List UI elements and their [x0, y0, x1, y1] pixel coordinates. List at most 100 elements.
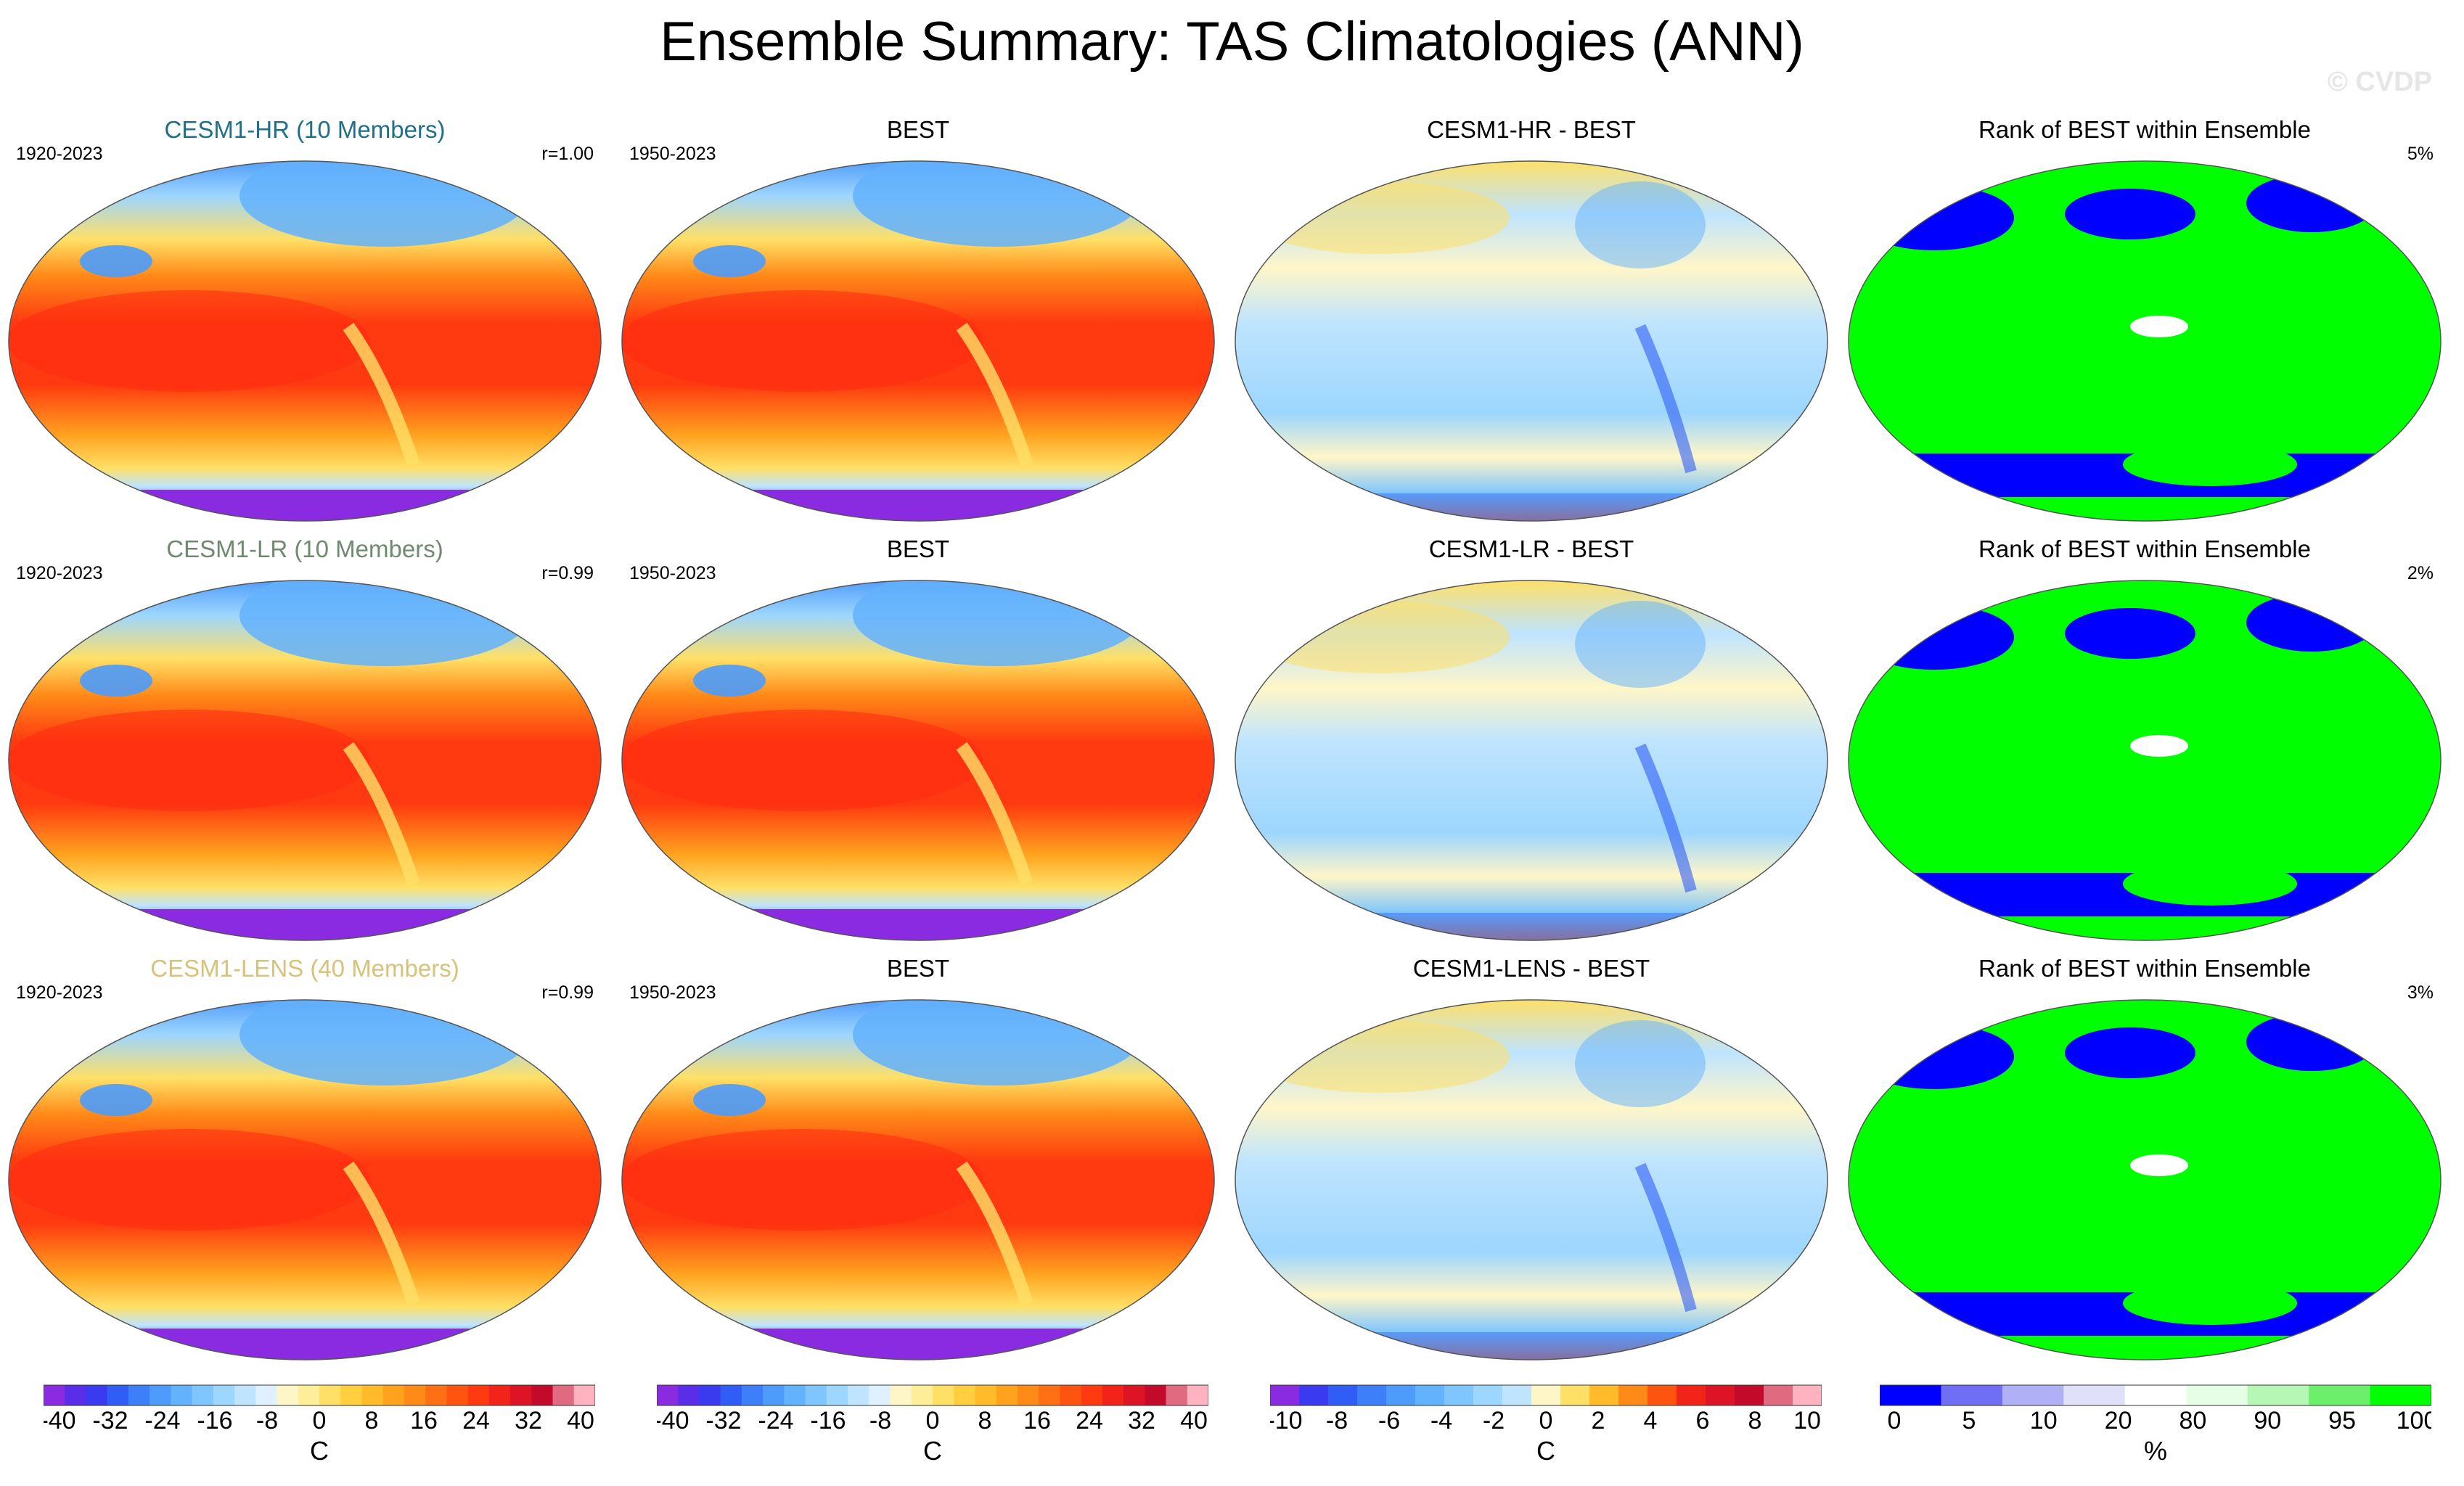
- panel-title: CESM1-HR - BEST: [1427, 116, 1636, 143]
- map-panel-diff: CESM1-LR - BEST: [1234, 535, 1829, 942]
- colorbar-swatch: [86, 1385, 108, 1405]
- colorbar-swatch: [1166, 1385, 1188, 1405]
- colorbar-swatch: [319, 1385, 341, 1405]
- colorbar-tick-label: -40: [657, 1407, 689, 1433]
- panel-title: CESM1-HR (10 Members): [164, 116, 446, 143]
- colorbar-swatch: [1764, 1385, 1793, 1405]
- colorbar-swatch: [911, 1385, 933, 1405]
- colorbar-tick-label: 6: [1696, 1407, 1710, 1433]
- map-panel-rank: Rank of BEST within Ensemble 2%: [1847, 535, 2442, 942]
- world-map: [1235, 580, 1828, 941]
- panel-title: Rank of BEST within Ensemble: [1978, 535, 2311, 562]
- world-map: [621, 160, 1215, 522]
- colorbar-swatch: [404, 1385, 426, 1405]
- colorbar-swatch: [1706, 1385, 1735, 1405]
- colorbar-swatch: [1187, 1385, 1208, 1405]
- colorbar-swatch: [741, 1385, 764, 1405]
- colorbar-swatch: [890, 1385, 912, 1405]
- colorbar-swatch: [2002, 1385, 2064, 1405]
- colorbar-tick-label: -40: [44, 1407, 76, 1433]
- world-map: [1235, 160, 1828, 522]
- colorbar-swatch: [298, 1385, 320, 1405]
- colorbar-swatch: [805, 1385, 827, 1405]
- colorbar-unit: C: [310, 1436, 329, 1466]
- colorbar-swatch: [277, 1385, 299, 1405]
- colorbar-swatch: [488, 1385, 511, 1405]
- panel-title: CESM1-LR - BEST: [1428, 535, 1634, 562]
- rank-percentage: 2%: [2407, 563, 2434, 583]
- colorbar-tick-label: 80: [2179, 1407, 2206, 1433]
- colorbar-swatch: [213, 1385, 235, 1405]
- colorbar-swatch: [1415, 1385, 1445, 1405]
- colorbar-swatch: [192, 1385, 214, 1405]
- map-panel-rank: Rank of BEST within Ensemble 5%: [1847, 116, 2442, 522]
- colorbar-swatch: [171, 1385, 193, 1405]
- figure-title: Ensemble Summary: TAS Climatologies (ANN…: [660, 11, 1804, 73]
- cvdp-watermark: © CVDP: [2327, 67, 2432, 97]
- colorbar-tick-label: 10: [2030, 1407, 2058, 1433]
- colorbar-swatch: [975, 1385, 997, 1405]
- map-panel-obs: BEST 1950-2023: [621, 116, 1216, 522]
- colorbar-tick-label: 24: [462, 1407, 490, 1433]
- rank-percentage: 3%: [2407, 982, 2434, 1003]
- colorbar-tick-label: -4: [1430, 1407, 1452, 1433]
- colorbar-swatch: [1081, 1385, 1103, 1405]
- colorbar-tick-label: -16: [810, 1407, 846, 1433]
- panel-title: CESM1-LENS - BEST: [1412, 955, 1650, 982]
- colorbar-tick-label: -10: [1270, 1407, 1303, 1433]
- colorbar-swatch: [1102, 1385, 1124, 1405]
- colorbar-swatch: [340, 1385, 362, 1405]
- colorbar-tick-label: -8: [869, 1407, 891, 1433]
- colorbar-swatch: [2309, 1385, 2371, 1405]
- panel-title: Rank of BEST within Ensemble: [1978, 116, 2311, 143]
- world-map: [8, 580, 602, 941]
- colorbar-unit: C: [923, 1436, 942, 1466]
- colorbar-1: -40 -32 -24 -16 -8 0 8 16 24 32 40 C: [44, 1382, 610, 1477]
- colorbar-swatch: [234, 1385, 256, 1405]
- colorbar-tick-label: 0: [1539, 1407, 1553, 1433]
- colorbar-tick-label: 8: [365, 1407, 379, 1433]
- colorbar-swatch: [826, 1385, 848, 1405]
- colorbar-tick-label: 0: [926, 1407, 940, 1433]
- colorbar-tick-label: -24: [144, 1407, 180, 1433]
- panel-title: BEST: [886, 955, 950, 982]
- panel-title: CESM1-LR (10 Members): [166, 535, 443, 562]
- period-label: 1920-2023: [16, 563, 103, 583]
- panel-title: BEST: [886, 535, 950, 562]
- colorbar-swatch: [1648, 1385, 1677, 1405]
- period-label: 1920-2023: [16, 144, 103, 164]
- colorbar-tick-label: 32: [515, 1407, 542, 1433]
- colorbar-tick-label: 95: [2328, 1407, 2356, 1433]
- colorbar-swatch: [446, 1385, 469, 1405]
- colorbar-tick-label: -32: [92, 1407, 128, 1433]
- colorbar-tick-label: 4: [1644, 1407, 1658, 1433]
- colorbar-swatch: [1880, 1385, 1941, 1405]
- colorbar-swatch: [65, 1385, 86, 1405]
- colorbar-3: -10 -8 -6 -4 -2 0 2 4 6 8 10 C: [1270, 1382, 1836, 1477]
- colorbar-swatch: [1502, 1385, 1532, 1405]
- colorbar-tick-label: -8: [256, 1407, 278, 1433]
- colorbar-swatch: [2370, 1385, 2431, 1405]
- world-map: [8, 160, 602, 522]
- colorbar-tick-label: 32: [1128, 1407, 1155, 1433]
- period-label: 1920-2023: [16, 982, 103, 1003]
- colorbar-tick-label: -8: [1326, 1407, 1348, 1433]
- colorbar-swatch: [996, 1385, 1018, 1405]
- colorbar-swatch: [425, 1385, 447, 1405]
- colorbar-swatch: [1618, 1385, 1648, 1405]
- colorbar-swatch: [657, 1385, 679, 1405]
- world-map: [1848, 160, 2442, 522]
- colorbar-swatch: [784, 1385, 806, 1405]
- colorbar-swatch: [255, 1385, 278, 1405]
- rank-percentage: 5%: [2407, 144, 2434, 164]
- colorbar-swatch: [382, 1385, 405, 1405]
- colorbar-swatch: [933, 1385, 954, 1405]
- colorbar-4: 0 5 10 20 80 90 95 100%: [1880, 1382, 2446, 1477]
- period-label: 1950-2023: [629, 982, 716, 1003]
- colorbar-tick-label: 90: [2254, 1407, 2281, 1433]
- colorbar-unit: %: [2143, 1436, 2167, 1466]
- pattern-correlation: r=1.00: [541, 144, 594, 164]
- colorbar-unit: C: [1536, 1436, 1555, 1466]
- colorbar-swatch: [1039, 1385, 1060, 1405]
- colorbar-swatch: [1444, 1385, 1474, 1405]
